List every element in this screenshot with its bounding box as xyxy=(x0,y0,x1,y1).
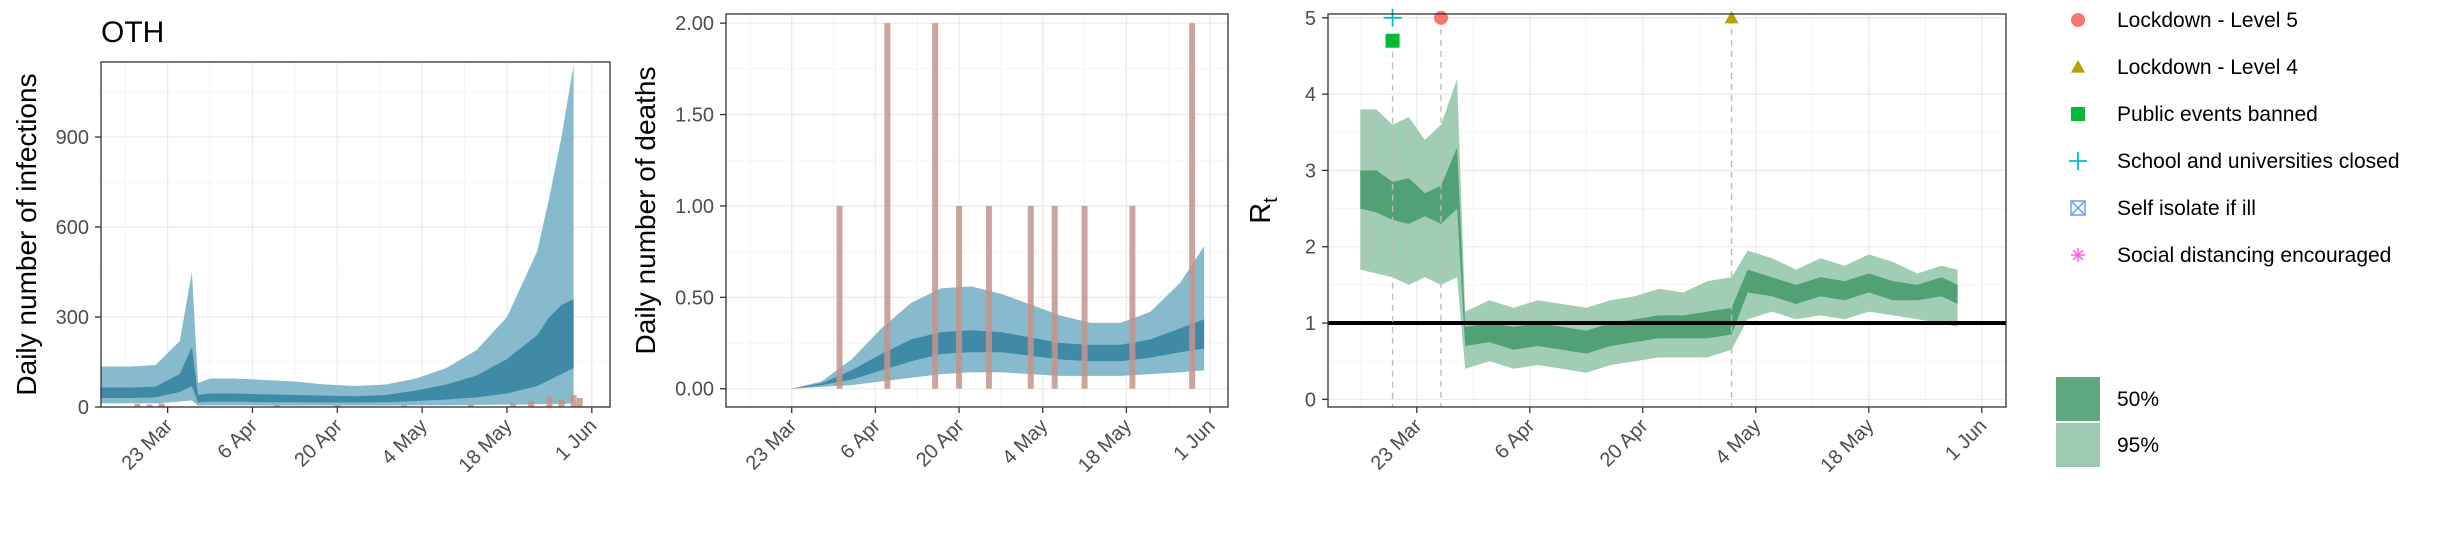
y-tick-label: 3 xyxy=(1305,160,1316,182)
y-axis-label-main: R xyxy=(1245,203,1277,224)
intervention-marker xyxy=(1434,10,1448,25)
y-axis-label: Rt xyxy=(1245,197,1282,224)
observed-bar xyxy=(1051,205,1058,389)
observed-bar xyxy=(146,404,153,407)
observed-bar xyxy=(400,405,407,407)
y-tick-label: 1 xyxy=(1305,313,1316,335)
legend-key-square xyxy=(2071,107,2085,121)
observed-bar xyxy=(558,399,565,407)
y-tick-label: 900 xyxy=(56,127,89,149)
observed-bar xyxy=(134,404,141,407)
legend-label: Lockdown - Level 4 xyxy=(2117,56,2298,79)
observed-bar xyxy=(273,405,280,407)
observed-bar xyxy=(334,405,341,407)
observed-bar xyxy=(528,401,535,407)
band-50ci xyxy=(791,319,1205,389)
y-tick-label: 600 xyxy=(56,217,89,239)
legend-key-band xyxy=(2056,423,2100,467)
band-50ci xyxy=(101,299,574,403)
y-axis-label: Daily number of deaths xyxy=(630,67,661,355)
legend-label: Public events banned xyxy=(2117,103,2318,126)
legend-key-band xyxy=(2056,377,2100,421)
legend-label: School and universities closed xyxy=(2117,150,2400,173)
y-axis-label-subscript: t xyxy=(1260,197,1282,203)
y-tick-label: 2.00 xyxy=(675,13,714,35)
observed-bar xyxy=(510,403,517,407)
legend-key-boxx xyxy=(2070,200,2086,216)
observed-bar xyxy=(1129,205,1136,389)
y-tick-label: 0 xyxy=(1305,389,1316,411)
y-tick-label: 300 xyxy=(56,307,89,329)
observed-bar xyxy=(467,404,474,407)
observed-bar xyxy=(932,23,939,389)
legend-label: Lockdown - Level 5 xyxy=(2117,9,2298,32)
intervention-marker xyxy=(1724,10,1739,24)
legend-label: Social distancing encouraged xyxy=(2117,244,2391,267)
panel-frame xyxy=(725,13,1229,408)
observed-bar xyxy=(1027,205,1034,389)
observed-bar xyxy=(570,395,577,407)
y-tick-label: 0.00 xyxy=(675,379,714,401)
observed-bar xyxy=(956,205,963,389)
observed-bar xyxy=(884,23,891,389)
panel-frame xyxy=(1327,13,2007,408)
intervention-marker xyxy=(1385,33,1400,48)
observed-bar xyxy=(836,205,843,389)
panel-frame xyxy=(100,61,611,408)
legend-key-circle xyxy=(2071,13,2085,27)
y-tick-label: 2 xyxy=(1305,237,1316,259)
legend-key-triangle xyxy=(2071,60,2085,73)
y-tick-label: 1.00 xyxy=(675,196,714,218)
y-tick-label: 0 xyxy=(78,397,89,419)
legend-label: 50% xyxy=(2117,388,2159,411)
y-tick-label: 4 xyxy=(1305,84,1316,106)
observed-bar xyxy=(1189,23,1196,389)
y-tick-label: 1.50 xyxy=(675,105,714,127)
y-tick-label: 5 xyxy=(1305,8,1316,30)
figure-title: OTH xyxy=(101,16,164,49)
intervention-marker xyxy=(1383,8,1402,27)
y-tick-label: 0.50 xyxy=(675,287,714,309)
legend-label: Self isolate if ill xyxy=(2117,197,2256,220)
legend-key-plus xyxy=(2069,152,2087,170)
observed-bar xyxy=(985,205,992,389)
legend-label: 95% xyxy=(2117,434,2159,457)
observed-bar xyxy=(158,403,165,407)
observed-bar xyxy=(576,398,583,407)
observed-bar xyxy=(1081,205,1088,389)
y-axis-label: Daily number of infections xyxy=(11,73,42,395)
legend: Lockdown - Level 5 Lockdown - Level 4 Publ… xyxy=(2056,9,2400,467)
legend-key-asterisk xyxy=(2071,248,2085,262)
observed-bar xyxy=(546,396,553,407)
